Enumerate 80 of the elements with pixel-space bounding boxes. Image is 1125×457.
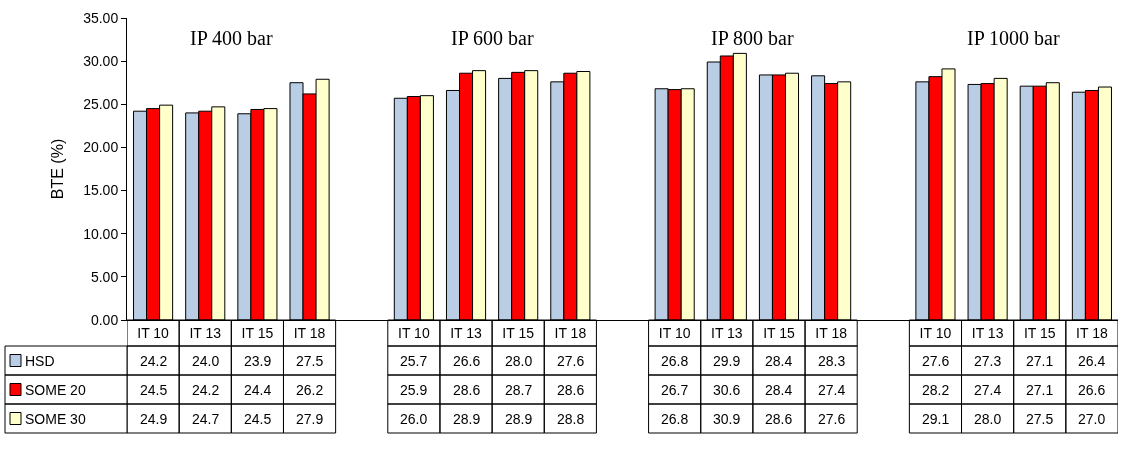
data-label: 27.1 bbox=[1026, 382, 1054, 398]
data-label: 24.5 bbox=[244, 411, 272, 427]
x-tick-label: IT 18 bbox=[1076, 324, 1108, 341]
data-label: 25.7 bbox=[400, 353, 428, 369]
data-label: 28.2 bbox=[922, 382, 950, 398]
data-label: 27.5 bbox=[1026, 411, 1054, 427]
y-tick-label: 30.00 bbox=[83, 53, 119, 70]
data-label: 27.1 bbox=[1026, 353, 1054, 369]
data-label: 28.9 bbox=[453, 411, 481, 427]
y-tick-label: 5.00 bbox=[90, 268, 119, 285]
data-label: 28.3 bbox=[818, 353, 846, 369]
data-label: 28.6 bbox=[557, 382, 585, 398]
data-label: 28.6 bbox=[765, 411, 793, 427]
data-label: 24.7 bbox=[192, 411, 220, 427]
data-label: 24.2 bbox=[140, 353, 168, 369]
data-label: 28.0 bbox=[974, 411, 1002, 427]
annotation: IP 1000 bar bbox=[967, 27, 1060, 49]
data-label: 27.6 bbox=[557, 353, 585, 369]
data-label: 26.8 bbox=[661, 411, 689, 427]
x-tick-label: IT 10 bbox=[398, 324, 430, 341]
data-label: 27.6 bbox=[818, 411, 846, 427]
x-tick-label: IT 15 bbox=[763, 324, 796, 341]
legend-label: SOME 20 bbox=[25, 382, 86, 398]
data-label: 26.8 bbox=[661, 353, 689, 369]
x-tick-label: IT 13 bbox=[710, 324, 743, 341]
x-tick-label: IT 15 bbox=[1023, 324, 1056, 341]
y-tick-label: 10.00 bbox=[83, 225, 119, 242]
data-label: 24.5 bbox=[140, 382, 168, 398]
annotation: IP 800 bar bbox=[711, 27, 794, 49]
data-label: 25.9 bbox=[400, 382, 428, 398]
x-tick-label: IT 13 bbox=[189, 324, 222, 341]
data-label: 27.0 bbox=[1078, 411, 1106, 427]
data-label: 27.4 bbox=[818, 382, 846, 398]
x-tick-label: IT 10 bbox=[658, 324, 691, 341]
data-label: 27.5 bbox=[296, 353, 324, 369]
data-label: 30.6 bbox=[713, 382, 741, 398]
data-label: 24.0 bbox=[192, 353, 220, 369]
data-label: 28.0 bbox=[505, 353, 533, 369]
data-label: 23.9 bbox=[244, 353, 272, 369]
data-label: 26.6 bbox=[1078, 382, 1106, 398]
data-label: 28.6 bbox=[453, 382, 481, 398]
legend-label: SOME 30 bbox=[25, 411, 86, 427]
y-tick-label: 0.00 bbox=[90, 311, 119, 328]
data-label: 28.4 bbox=[765, 353, 793, 369]
x-tick-label: IT 13 bbox=[971, 324, 1004, 341]
data-label: 26.4 bbox=[1078, 353, 1106, 369]
x-tick-label: IT 18 bbox=[554, 324, 587, 341]
annotation: IP 600 bar bbox=[451, 27, 534, 49]
data-label: 28.8 bbox=[557, 411, 585, 427]
data-label: 27.4 bbox=[974, 382, 1002, 398]
annotation: IP 400 bar bbox=[190, 27, 273, 49]
data-label: 28.7 bbox=[505, 382, 533, 398]
x-tick-label: IT 10 bbox=[137, 324, 170, 341]
x-tick-label: IT 13 bbox=[450, 324, 483, 341]
data-label: 24.9 bbox=[140, 411, 168, 427]
x-tick-label: IT 18 bbox=[293, 324, 326, 341]
y-tick-label: 35.00 bbox=[83, 9, 119, 26]
data-label: 27.9 bbox=[296, 411, 324, 427]
y-tick-label: 25.00 bbox=[83, 96, 119, 113]
data-label: 26.0 bbox=[400, 411, 428, 427]
data-label: 28.9 bbox=[505, 411, 533, 427]
y-tick-label: 20.00 bbox=[83, 139, 119, 156]
data-label: 24.4 bbox=[244, 382, 272, 398]
data-label: 26.7 bbox=[661, 382, 689, 398]
data-label: 30.9 bbox=[713, 411, 741, 427]
data-label: 29.1 bbox=[922, 411, 950, 427]
x-tick-label: IT 18 bbox=[815, 324, 848, 341]
data-label: 24.2 bbox=[192, 382, 220, 398]
y-tick-label: 15.00 bbox=[83, 182, 119, 199]
legend-label: HSD bbox=[25, 353, 55, 369]
data-label: 28.4 bbox=[765, 382, 793, 398]
data-label: 27.6 bbox=[922, 353, 950, 369]
data-label: 29.9 bbox=[713, 353, 741, 369]
data-label: 26.2 bbox=[296, 382, 324, 398]
x-tick-label: IT 15 bbox=[502, 324, 535, 341]
x-tick-label: IT 10 bbox=[919, 324, 952, 341]
data-label: 27.3 bbox=[974, 353, 1002, 369]
x-tick-label: IT 15 bbox=[241, 324, 274, 341]
data-label: 26.6 bbox=[453, 353, 481, 369]
y-axis-title: BTE (%) bbox=[49, 138, 67, 200]
